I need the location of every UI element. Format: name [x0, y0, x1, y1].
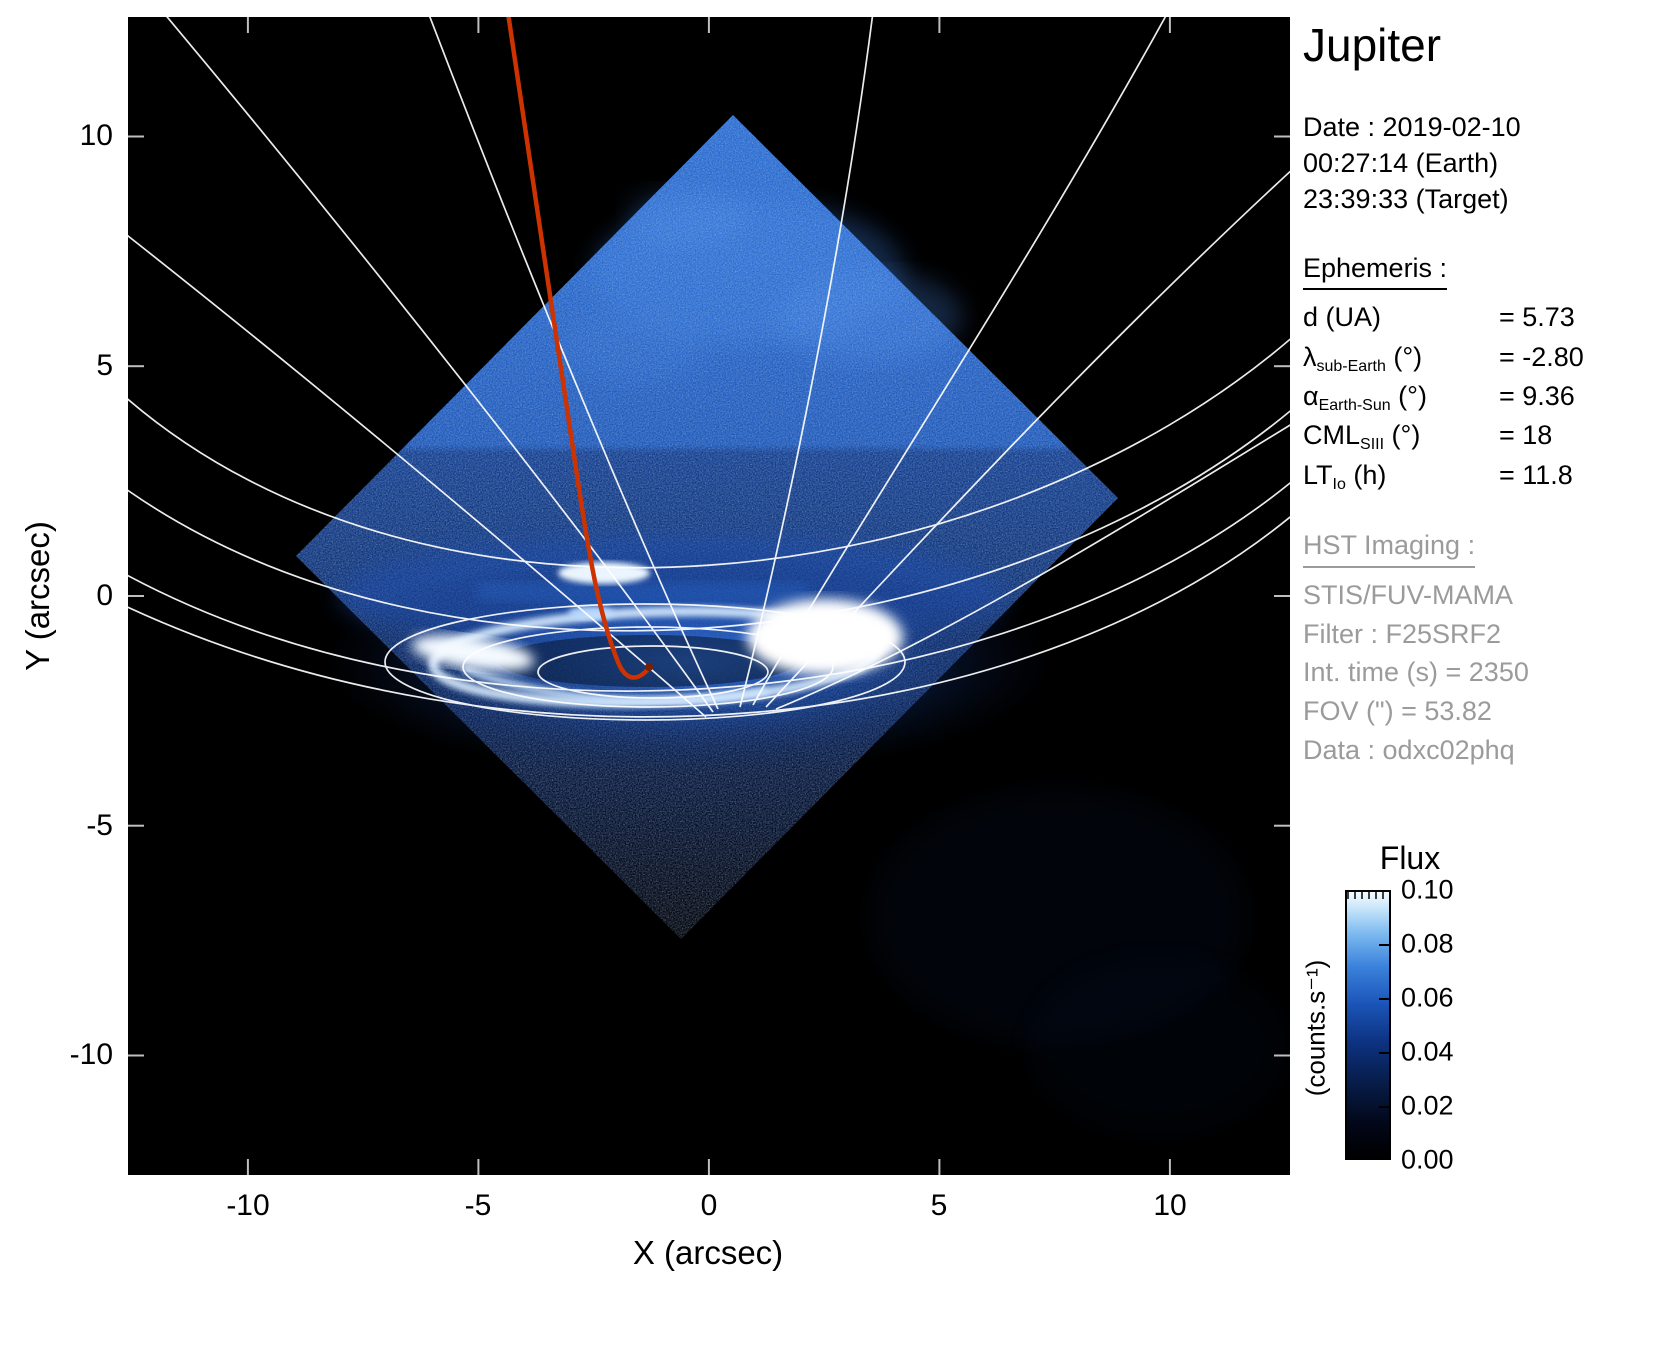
ephemeris-label: λsub-Earth (°) — [1303, 338, 1499, 377]
symbol: λ — [1303, 341, 1317, 372]
y-tick-label: 10 — [79, 119, 113, 152]
hst-imaging-block: HST Imaging : STIS/FUV-MAMA Filter : F25… — [1303, 495, 1669, 770]
ephemeris-label: LTIo (h) — [1303, 456, 1499, 495]
hst-instrument: STIS/FUV-MAMA — [1303, 579, 1514, 610]
planet-grid — [128, 17, 1290, 721]
axis-ticks — [128, 17, 1290, 1175]
colorbar-tick — [1379, 1106, 1389, 1108]
io-footprint-contour — [506, 17, 653, 680]
unit: (°) — [1384, 420, 1421, 451]
colorbar-title: Flux — [1379, 840, 1441, 876]
page-title: Jupiter — [1303, 19, 1442, 71]
auroral-oval — [411, 562, 903, 708]
ephemeris-row-distance: d (UA) = 5.73 — [1303, 298, 1669, 337]
hst-fov: FOV (") = 53.82 — [1303, 696, 1492, 727]
x-tick-label: 5 — [930, 1189, 948, 1222]
observation-date: Date : 2019-02-10 — [1303, 112, 1521, 143]
ephemeris-label: d (UA) — [1303, 298, 1499, 337]
ephemeris-label: CMLSIII (°) — [1303, 416, 1499, 455]
x-tick-label: 0 — [700, 1189, 718, 1222]
info-panel: Jupiter Date : 2019-02-10 00:27:14 (Eart… — [1303, 14, 1669, 770]
ephemeris-label: αEarth-Sun (°) — [1303, 377, 1499, 416]
unit: (h) — [1345, 459, 1387, 490]
colorbar-tick-label: 0.08 — [1401, 928, 1454, 959]
hst-int-time: Int. time (s) = 2350 — [1303, 657, 1529, 688]
y-tick-label: -5 — [86, 809, 113, 842]
ephemeris-row-sub-earth-latitude: λsub-Earth (°) = -2.80 — [1303, 338, 1669, 377]
plot-area — [128, 17, 1290, 1175]
colorbar — [1345, 890, 1391, 1160]
symbol: LT — [1303, 459, 1333, 490]
unit: (°) — [1390, 381, 1427, 412]
symbol-subscript: Io — [1332, 475, 1346, 493]
symbol-subscript: sub-Earth — [1316, 357, 1386, 375]
ephemeris-value: = 5.73 — [1499, 302, 1575, 333]
ephemeris-row-phase-angle: αEarth-Sun (°) = 9.36 — [1303, 377, 1669, 416]
unit: (UA) — [1318, 302, 1382, 333]
colorbar-minor-ticks — [1347, 892, 1389, 899]
background-noise — [868, 787, 1288, 1137]
symbol: CML — [1303, 420, 1361, 451]
ephemeris-row-io-local-time: LTIo (h) = 11.8 — [1303, 456, 1669, 495]
unit: (°) — [1385, 341, 1423, 372]
colorbar-tick-label: 0.02 — [1401, 1090, 1454, 1121]
symbol-subscript: Earth-Sun — [1318, 397, 1391, 415]
x-tick-label: -5 — [464, 1189, 492, 1222]
ephemeris-block: Ephemeris : d (UA) = 5.73 λsub-Earth (°)… — [1303, 218, 1669, 495]
colorbar-tick — [1379, 998, 1389, 1000]
colorbar-tick-label: 0.00 — [1401, 1144, 1454, 1175]
y-tick-label: 0 — [96, 579, 113, 612]
oval-left-arc — [411, 634, 535, 672]
hst-filter: Filter : F25SRF2 — [1303, 618, 1502, 649]
ephemeris-value: = 18 — [1499, 420, 1553, 451]
y-axis-label: Y (arcsec) — [19, 521, 56, 671]
time-target: 23:39:33 (Target) — [1303, 183, 1509, 214]
ephemeris-value: = -2.80 — [1499, 341, 1584, 372]
y-tick-label: -10 — [69, 1038, 113, 1071]
symbol: d — [1303, 302, 1319, 333]
x-tick-label: 10 — [1153, 1189, 1187, 1222]
ephemeris-value: = 9.36 — [1499, 381, 1575, 412]
ephemeris-value: = 11.8 — [1499, 459, 1573, 490]
y-tick-label: 5 — [96, 349, 113, 382]
symbol-subscript: SIII — [1360, 436, 1385, 454]
observation-block: Date : 2019-02-10 00:27:14 (Earth) 23:39… — [1303, 110, 1669, 218]
ephemeris-row-cml: CMLSIII (°) = 18 — [1303, 416, 1669, 455]
colorbar-tick-label: 0.04 — [1401, 1036, 1454, 1067]
plot-canvas — [128, 17, 1290, 1175]
time-earth: 00:27:14 (Earth) — [1303, 148, 1499, 178]
x-tick-label: -10 — [226, 1189, 270, 1222]
ephemeris-header: Ephemeris : — [1303, 250, 1448, 291]
colorbar-tick-label: 0.06 — [1401, 982, 1454, 1013]
colorbar-tick-label: 0.10 — [1401, 874, 1454, 905]
hst-data-id: Data : odxc02phq — [1303, 735, 1515, 766]
symbol: α — [1303, 381, 1319, 412]
colorbar-tick — [1379, 944, 1389, 946]
x-axis-label: X (arcsec) — [632, 1234, 784, 1271]
colorbar-unit-label: (counts.s⁻¹) — [1300, 959, 1331, 1097]
colorbar-tick — [1379, 1052, 1389, 1054]
hst-imaging-header: HST Imaging : — [1303, 527, 1476, 568]
